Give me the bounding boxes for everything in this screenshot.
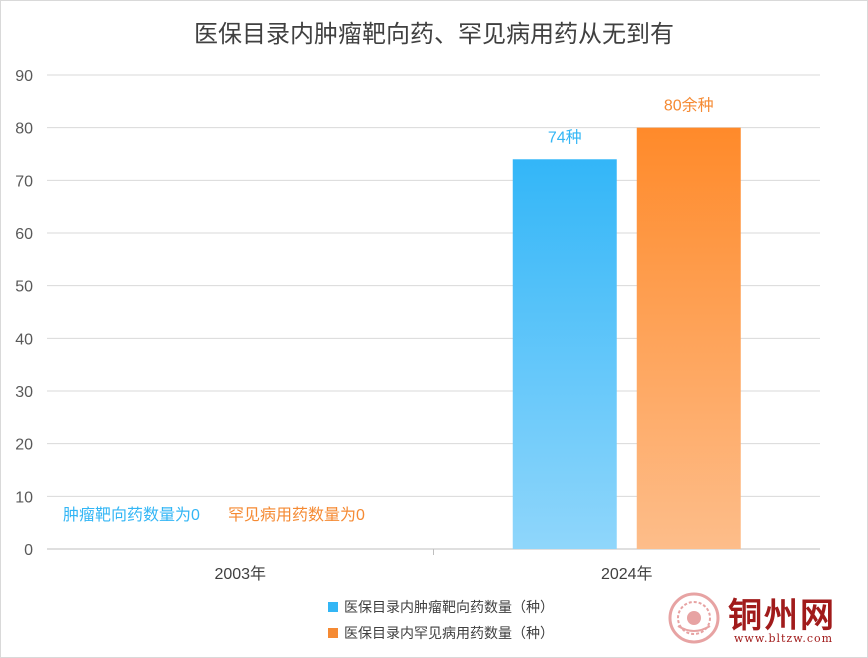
- watermark: 铜州网 www.bltzw.com: [668, 588, 864, 654]
- bar: [512, 159, 617, 549]
- chart-legend: 医保目录内肿瘤靶向药数量（种） 医保目录内罕见病用药数量（种）: [328, 594, 554, 646]
- legend-label: 医保目录内罕见病用药数量（种）: [344, 626, 554, 642]
- data-label: 罕见病用药数量为0: [228, 506, 365, 524]
- data-label: 肿瘤靶向药数量为0: [63, 506, 200, 524]
- y-tick-label: 90: [15, 68, 33, 85]
- y-tick-label: 70: [15, 173, 33, 190]
- y-tick-label: 10: [15, 489, 33, 506]
- chart-title: 医保目录内肿瘤靶向药、罕见病用药从无到有: [194, 20, 674, 48]
- y-tick-label: 30: [15, 384, 33, 401]
- y-tick-label: 40: [15, 331, 33, 348]
- legend-item: 医保目录内肿瘤靶向药数量（种）: [328, 594, 554, 620]
- y-tick-label: 20: [15, 437, 33, 454]
- data-label: 80余种: [664, 96, 714, 115]
- watermark-logo-icon: [668, 592, 720, 644]
- legend-swatch: [328, 602, 338, 612]
- x-tick-label: 2024年: [601, 565, 653, 583]
- x-tick-label: 2003年: [214, 565, 266, 583]
- y-tick-label: 80: [15, 121, 33, 138]
- legend-label: 医保目录内肿瘤靶向药数量（种）: [344, 600, 554, 616]
- bar: [636, 127, 741, 550]
- y-tick-label: 0: [24, 542, 33, 559]
- y-tick-label: 50: [15, 279, 33, 296]
- watermark-name: 铜州网: [728, 596, 836, 636]
- legend-item: 医保目录内罕见病用药数量（种）: [328, 620, 554, 646]
- y-tick-label: 60: [15, 226, 33, 243]
- legend-swatch: [328, 628, 338, 638]
- watermark-url: www.bltzw.com: [734, 632, 834, 645]
- data-label: 74种: [548, 128, 582, 146]
